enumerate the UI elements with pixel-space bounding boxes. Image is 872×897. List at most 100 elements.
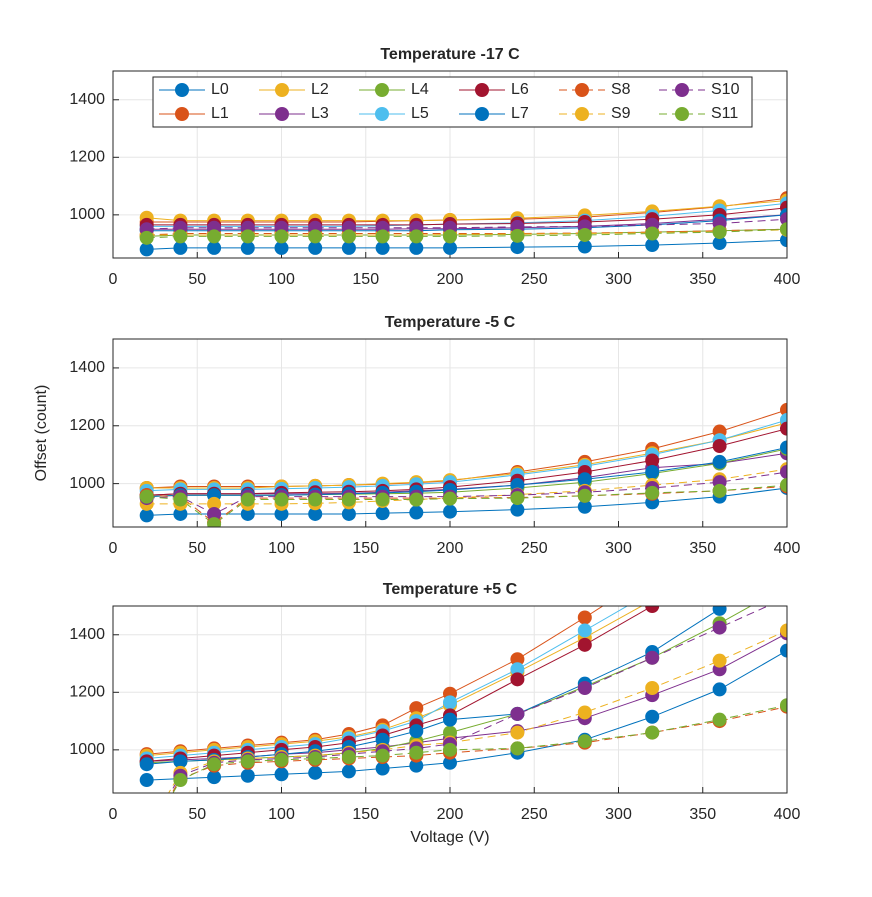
data-layer xyxy=(139,402,787,527)
subplot-title: Temperature -5 C xyxy=(385,314,516,331)
marker xyxy=(341,229,356,244)
marker xyxy=(780,222,787,237)
marker xyxy=(409,229,424,244)
x-tick-label: 0 xyxy=(109,540,118,557)
legend-marker xyxy=(175,107,189,121)
marker xyxy=(207,770,222,785)
x-tick-label: 150 xyxy=(352,806,379,823)
marker xyxy=(308,506,323,521)
legend-marker xyxy=(375,107,389,121)
y-tick-label: 1200 xyxy=(69,684,105,701)
x-tick-label: 100 xyxy=(268,271,295,288)
marker xyxy=(712,620,727,635)
marker xyxy=(173,492,188,507)
marker xyxy=(780,559,794,573)
marker xyxy=(577,472,592,487)
marker xyxy=(139,757,154,772)
marker xyxy=(240,768,255,783)
marker xyxy=(409,724,424,739)
subplot-title: Temperature +5 C xyxy=(383,581,518,598)
marker xyxy=(577,680,592,695)
data-layer xyxy=(139,191,787,257)
y-tick-label: 1400 xyxy=(69,359,105,376)
marker xyxy=(577,734,592,749)
marker xyxy=(510,652,525,667)
marker xyxy=(409,240,424,255)
x-tick-label: 300 xyxy=(605,806,632,823)
legend-label: L4 xyxy=(411,81,429,98)
marker xyxy=(375,506,390,521)
x-tick-label: 200 xyxy=(437,806,464,823)
marker xyxy=(577,637,592,652)
legend-label: L2 xyxy=(311,81,329,98)
marker xyxy=(207,517,222,527)
y-tick-label: 1200 xyxy=(69,417,105,434)
marker xyxy=(443,504,457,519)
y-tick-label: 1000 xyxy=(69,206,105,223)
legend-label: S9 xyxy=(611,105,631,122)
series-line xyxy=(168,630,787,793)
marker xyxy=(274,506,289,521)
legend-label: L1 xyxy=(211,105,229,122)
x-axis-label: Voltage (V) xyxy=(410,829,489,846)
legend-marker xyxy=(475,83,489,97)
marker xyxy=(645,567,659,581)
marker xyxy=(510,502,525,517)
marker xyxy=(139,508,154,523)
x-tick-label: 350 xyxy=(689,540,716,557)
subplot: 0 50 100 150 200 250 300 350 400 1000 1200 1400 Temp… xyxy=(33,314,800,557)
marker xyxy=(443,712,457,727)
marker xyxy=(645,709,660,724)
marker xyxy=(780,440,787,455)
legend-label: S10 xyxy=(711,81,740,98)
x-tick-label: 100 xyxy=(268,806,295,823)
marker xyxy=(780,233,787,248)
marker xyxy=(443,742,457,757)
x-tick-label: 100 xyxy=(268,540,295,557)
marker xyxy=(510,491,525,506)
x-tick-label: 150 xyxy=(352,271,379,288)
marker xyxy=(207,506,222,521)
x-tick-label: 400 xyxy=(774,806,801,823)
marker xyxy=(712,682,727,697)
marker xyxy=(443,755,457,770)
marker xyxy=(240,492,255,507)
marker xyxy=(207,240,222,255)
marker xyxy=(173,506,188,521)
marker xyxy=(510,240,525,255)
marker xyxy=(780,421,787,436)
x-tick-label: 400 xyxy=(774,540,801,557)
marker xyxy=(140,826,154,840)
marker xyxy=(140,829,154,843)
marker xyxy=(173,240,188,255)
marker xyxy=(712,483,727,498)
marker xyxy=(510,662,525,677)
marker xyxy=(341,750,356,765)
y-tick-label: 1000 xyxy=(69,475,105,492)
marker xyxy=(341,492,356,507)
marker xyxy=(308,751,323,766)
marker xyxy=(577,239,592,254)
marker xyxy=(341,240,356,255)
marker xyxy=(173,773,188,788)
legend-label: L7 xyxy=(511,105,529,122)
marker xyxy=(207,757,222,772)
legend-label: L5 xyxy=(411,105,429,122)
axes-box xyxy=(112,338,788,528)
marker xyxy=(240,506,255,521)
marker xyxy=(240,229,255,244)
marker xyxy=(443,695,457,710)
marker xyxy=(207,229,222,244)
marker xyxy=(510,228,525,243)
marker xyxy=(780,698,787,713)
legend-marker xyxy=(475,107,489,121)
marker xyxy=(207,496,222,511)
marker xyxy=(409,745,424,760)
marker xyxy=(645,465,660,480)
x-tick-label: 50 xyxy=(188,806,206,823)
marker xyxy=(645,725,660,740)
y-tick-label: 1200 xyxy=(69,149,105,166)
marker xyxy=(577,610,592,625)
marker xyxy=(780,590,794,604)
